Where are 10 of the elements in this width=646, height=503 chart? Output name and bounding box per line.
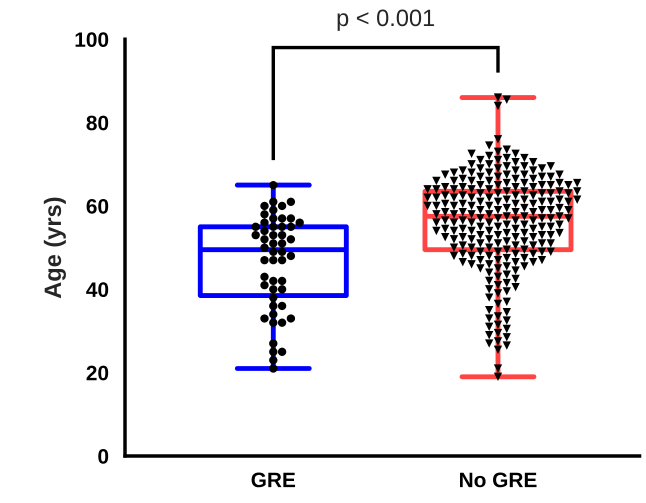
y-tick-label: 0: [98, 449, 108, 464]
x-tick-label: No GRE: [460, 472, 537, 488]
y-tick-label: 20: [86, 366, 108, 380]
x-tick-label: GRE: [252, 472, 296, 488]
y-tick-label: 100: [76, 32, 108, 47]
text: p < 0.001: [338, 10, 434, 31]
y-axis-title: Age (yrs): [44, 198, 66, 298]
y-tick-label: 60: [86, 198, 108, 214]
y-tick-label: 80: [86, 116, 108, 130]
y-tick-label: 40: [86, 282, 108, 298]
